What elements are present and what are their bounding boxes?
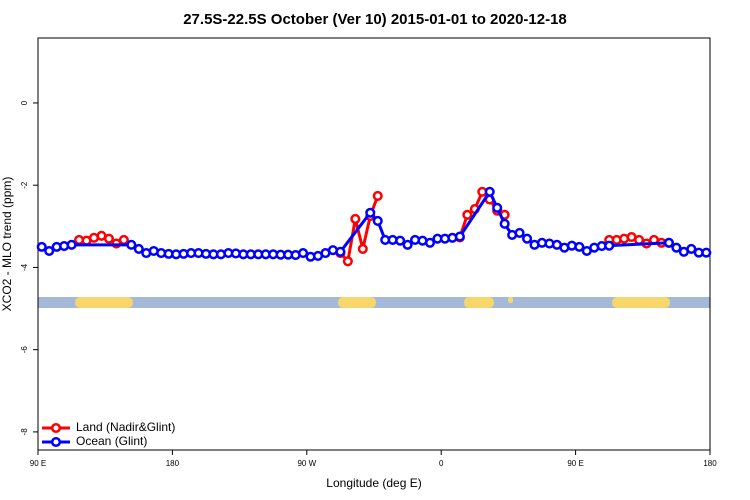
y-tick-label: -2	[20, 181, 29, 189]
land-ocean-mask	[38, 297, 710, 308]
data-point	[365, 207, 376, 218]
y-tick-label: -4	[20, 263, 29, 271]
x-axis-title: Longitude (deg E)	[326, 476, 421, 490]
data-point	[499, 218, 510, 229]
data-point	[335, 246, 346, 257]
data-point	[492, 202, 503, 213]
data-point	[36, 241, 47, 252]
y-axis-title: XCO2 - MLO trend (ppm)	[0, 177, 14, 312]
data-point	[663, 237, 674, 248]
x-tick-label: 90 E	[30, 459, 46, 468]
legend-label: Ocean (Glint)	[76, 434, 147, 448]
data-point	[424, 237, 436, 248]
data-point	[372, 215, 383, 227]
y-tick-label: -6	[20, 346, 29, 354]
data-point	[350, 213, 361, 224]
chart-title: 27.5S-22.5S October (Ver 10) 2015-01-01 …	[183, 11, 567, 28]
land-patch	[508, 297, 513, 303]
data-point	[103, 233, 114, 244]
land-patch	[338, 297, 376, 308]
data-point	[44, 245, 55, 257]
y-tick-label: -8	[20, 428, 29, 436]
data-point	[402, 239, 413, 250]
data-point	[574, 241, 585, 252]
legend: Land (Nadir&Glint)Ocean (Glint)	[42, 420, 175, 448]
data-point	[66, 239, 77, 250]
legend-marker	[50, 422, 62, 434]
data-point	[462, 209, 473, 220]
land-patch	[464, 297, 494, 308]
data-point	[686, 243, 697, 254]
data-point	[118, 234, 129, 245]
legend-marker	[50, 436, 62, 448]
y-tick-label: 0	[20, 100, 29, 105]
data-point	[454, 231, 465, 242]
data-point	[604, 240, 615, 251]
data-point	[357, 243, 368, 254]
x-tick-label: 90 W	[297, 459, 316, 468]
legend-label: Land (Nadir&Glint)	[76, 420, 175, 434]
data-point	[298, 247, 309, 259]
data-point	[372, 190, 383, 201]
x-tick-label: 0	[439, 459, 444, 468]
data-point	[484, 186, 495, 197]
data-point	[342, 256, 353, 267]
series	[36, 186, 712, 262]
data-point	[514, 227, 525, 238]
data-point	[701, 247, 712, 258]
x-tick-label: 180	[166, 459, 180, 468]
data-point	[126, 239, 137, 250]
land-patch	[75, 297, 133, 308]
data-point	[133, 243, 144, 254]
data-point	[671, 242, 682, 253]
data-point	[522, 233, 533, 244]
x-tick-label: 180	[703, 459, 717, 468]
land-patch	[612, 297, 670, 308]
x-tick-label: 90 E	[567, 459, 583, 468]
data-point	[395, 235, 406, 246]
